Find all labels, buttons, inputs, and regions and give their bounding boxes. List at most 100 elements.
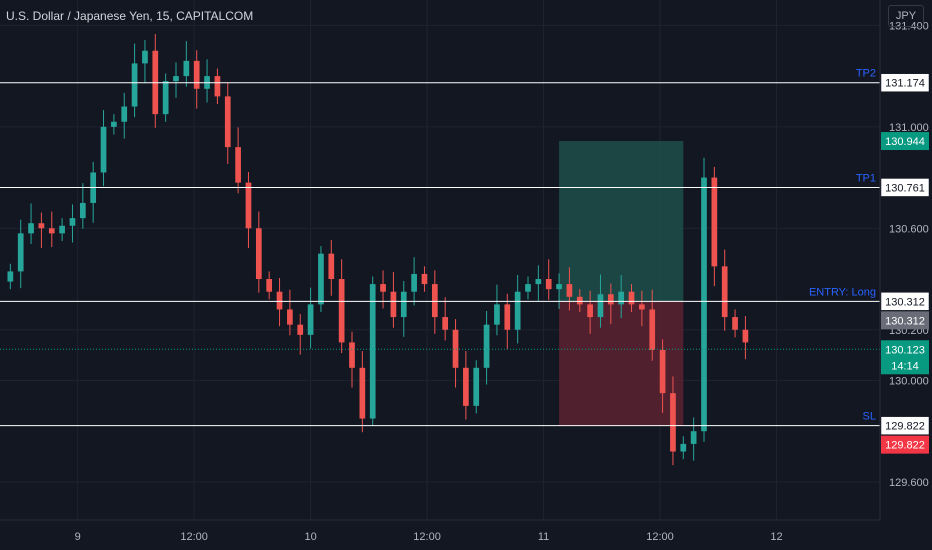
level-tag-label: 129.822	[885, 421, 925, 433]
candle-body	[183, 60, 190, 77]
candle-body	[266, 279, 273, 292]
entry-price-tag-label: 130.312	[885, 315, 925, 327]
target-price-tag-label: 130.944	[885, 136, 925, 148]
candle-body	[173, 76, 179, 82]
candle-body	[556, 284, 562, 290]
level-tag-label: 130.761	[885, 182, 925, 194]
candle-body	[245, 182, 252, 229]
y-tick-label: 130.600	[889, 223, 929, 235]
x-tick-label: 11	[538, 531, 549, 543]
candle-body	[628, 291, 635, 305]
candle-body	[79, 202, 86, 219]
level-label: TP1	[856, 172, 876, 184]
candle-body	[463, 367, 469, 406]
level-label: ENTRY: Long	[809, 286, 876, 298]
candle-body	[442, 317, 449, 330]
chart-grid	[0, 0, 880, 520]
level-label: SL	[863, 411, 876, 423]
candle-body	[69, 218, 76, 226]
candle-body	[121, 106, 128, 122]
level-tag-label: 131.174	[885, 78, 925, 90]
level-tag	[880, 416, 930, 435]
stop-price-tag	[881, 435, 929, 454]
candle-body	[28, 223, 34, 234]
candle-body	[142, 50, 148, 64]
candle-body	[17, 233, 24, 272]
last-price-label: 130.123	[885, 344, 925, 356]
level-tag	[880, 178, 930, 197]
x-tick-label: 12	[770, 531, 782, 543]
candle-body	[7, 271, 14, 282]
candle-body	[680, 443, 687, 452]
candle-body	[131, 63, 138, 107]
candle-body	[587, 304, 593, 318]
candle-body	[297, 324, 304, 335]
stop-price-tag-label: 129.822	[885, 440, 925, 452]
candle-body	[566, 284, 573, 297]
candle-body	[514, 291, 521, 330]
candle-body	[607, 294, 614, 305]
candle-body	[162, 81, 169, 115]
time-axis[interactable]: 9 12:00 10 12:00 11 12:00 12	[75, 531, 783, 543]
level-tag	[880, 73, 930, 92]
currency-button[interactable]: JPY	[888, 5, 924, 27]
candle-body	[224, 96, 231, 148]
target-price-tag	[881, 132, 929, 151]
candle-body	[483, 324, 490, 368]
candle-body	[690, 431, 697, 444]
position-zones	[559, 141, 684, 426]
candle-body	[59, 225, 65, 234]
candle-body	[111, 121, 117, 127]
candle-body	[307, 304, 314, 335]
candle-body	[235, 147, 241, 183]
chart-title: U.S. Dollar / Japanese Yen, 15, CAPITALC…	[6, 9, 254, 23]
candle-body	[318, 253, 324, 305]
candle-body	[473, 367, 480, 406]
candle-body	[535, 279, 542, 285]
candle-body	[214, 76, 221, 97]
candle-body	[597, 294, 604, 318]
candle-body	[390, 291, 397, 318]
candle-body	[452, 329, 459, 368]
candle-body	[359, 367, 366, 419]
entry-price-tag	[881, 311, 929, 330]
candle-body	[742, 329, 749, 343]
price-tags: 131.174 130.761 130.312 129.822 130.944 130.3…	[880, 73, 930, 454]
candle-body	[494, 304, 500, 325]
candle-body	[504, 304, 511, 330]
y-tick-label: 129.600	[889, 477, 929, 489]
candle-body	[649, 309, 656, 351]
candle-body	[525, 284, 531, 292]
x-tick-label: 12:00	[413, 531, 441, 543]
candle-body	[276, 291, 283, 310]
candle-body	[48, 228, 55, 234]
candle-body	[545, 279, 552, 290]
level-tag-label: 130.312	[885, 296, 925, 308]
candle-body	[431, 284, 438, 318]
candle-body	[659, 350, 666, 394]
candle-body	[349, 342, 355, 368]
level-tag	[880, 292, 930, 311]
price-levels: TP2 TP1 ENTRY: Long SL	[0, 68, 880, 427]
x-tick-label: 9	[75, 531, 81, 543]
y-tick-label: 131.000	[889, 122, 929, 134]
candle-body	[380, 284, 386, 292]
x-tick-label: 12:00	[180, 531, 208, 543]
candle-body	[732, 317, 738, 330]
level-label: TP2	[856, 68, 876, 80]
candle-body	[38, 223, 45, 229]
x-tick-label: 12:00	[646, 531, 674, 543]
candle-body	[255, 228, 262, 280]
candle-body	[639, 304, 645, 310]
candle-body	[721, 266, 728, 318]
y-tick-label: 130.000	[889, 375, 929, 387]
candle-body	[100, 126, 107, 173]
candle-body	[328, 253, 335, 280]
x-tick-label: 10	[304, 531, 316, 543]
candle-body	[193, 60, 200, 89]
candle-body	[338, 279, 345, 343]
target-zone	[559, 141, 684, 302]
candle-body	[576, 296, 583, 305]
countdown-label: 14:14	[891, 360, 919, 372]
